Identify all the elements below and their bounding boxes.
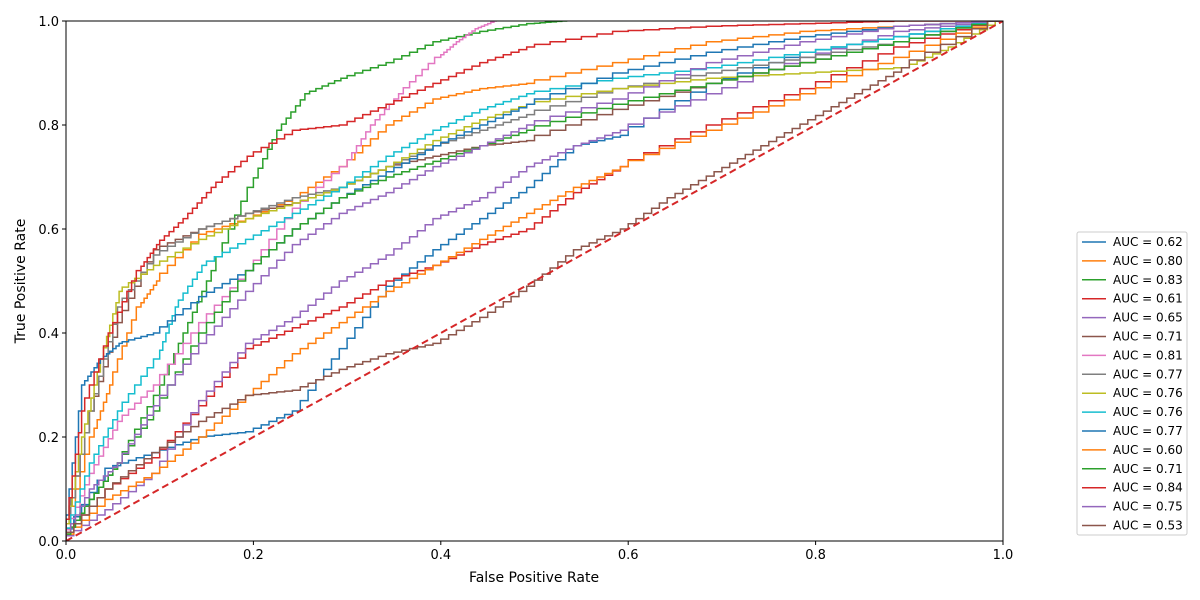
legend: AUC = 0.62 AUC = 0.80 AUC = 0.83 AUC = 0.61…	[1076, 231, 1188, 536]
legend-entry: AUC = 0.84	[1113, 481, 1183, 495]
roc-curve-13	[66, 21, 1003, 541]
roc-curve-9	[66, 21, 1003, 541]
y-tick-label: 0.0	[38, 535, 59, 550]
x-tick-label: 0.6	[618, 548, 639, 563]
legend-frame	[1076, 231, 1188, 536]
roc-curve-7	[66, 21, 497, 541]
y-axis-ticks: 0.0 0.2 0.4 0.6 0.8 1.0	[38, 15, 66, 550]
legend-entry: AUC = 0.53	[1113, 519, 1183, 533]
legend-entry: AUC = 0.83	[1113, 273, 1183, 287]
y-tick-label: 0.8	[38, 119, 59, 134]
diagonal-layer	[66, 21, 1003, 541]
legend-entry: AUC = 0.60	[1113, 443, 1183, 457]
series-layer	[66, 21, 1003, 541]
legend-entry: AUC = 0.61	[1113, 292, 1183, 306]
roc-curve-15	[66, 21, 1003, 541]
legend-entry: AUC = 0.81	[1113, 348, 1183, 362]
plot-frame	[65, 20, 1004, 542]
y-tick-label: 0.6	[38, 223, 59, 238]
roc-curve-12	[66, 21, 1003, 541]
legend-entry: AUC = 0.71	[1113, 462, 1183, 476]
x-tick-label: 0.2	[243, 548, 264, 563]
legend-entry: AUC = 0.71	[1113, 330, 1183, 344]
legend-entry: AUC = 0.65	[1113, 311, 1183, 325]
legend-entry: AUC = 0.77	[1113, 424, 1183, 438]
y-tick-label: 0.2	[38, 431, 59, 446]
x-tick-label: 1.0	[993, 548, 1014, 563]
roc-curve-16	[66, 21, 1003, 541]
legend-entry: AUC = 0.80	[1113, 254, 1183, 268]
x-tick-label: 0.8	[805, 548, 826, 563]
legend-entry: AUC = 0.75	[1113, 500, 1183, 514]
x-tick-label: 0.4	[430, 548, 451, 563]
chance-diagonal	[66, 21, 1003, 541]
legend-entry: AUC = 0.77	[1113, 367, 1183, 381]
roc-curve-10	[66, 21, 1003, 541]
y-axis-label: True Positive Rate	[13, 219, 29, 345]
roc-curve-5	[66, 21, 1003, 541]
y-tick-label: 0.4	[38, 327, 59, 342]
legend-entry: AUC = 0.76	[1113, 405, 1183, 419]
x-tick-label: 0.0	[56, 548, 77, 563]
legend-entry: AUC = 0.62	[1113, 235, 1183, 249]
y-tick-label: 1.0	[38, 15, 59, 30]
roc-curve-2	[66, 21, 1003, 541]
x-axis-ticks: 0.0 0.2 0.4 0.6 0.8 1.0	[56, 541, 1014, 563]
legend-entry: AUC = 0.76	[1113, 386, 1183, 400]
roc-curve-14	[66, 21, 1003, 541]
x-axis-label: False Positive Rate	[469, 570, 599, 586]
